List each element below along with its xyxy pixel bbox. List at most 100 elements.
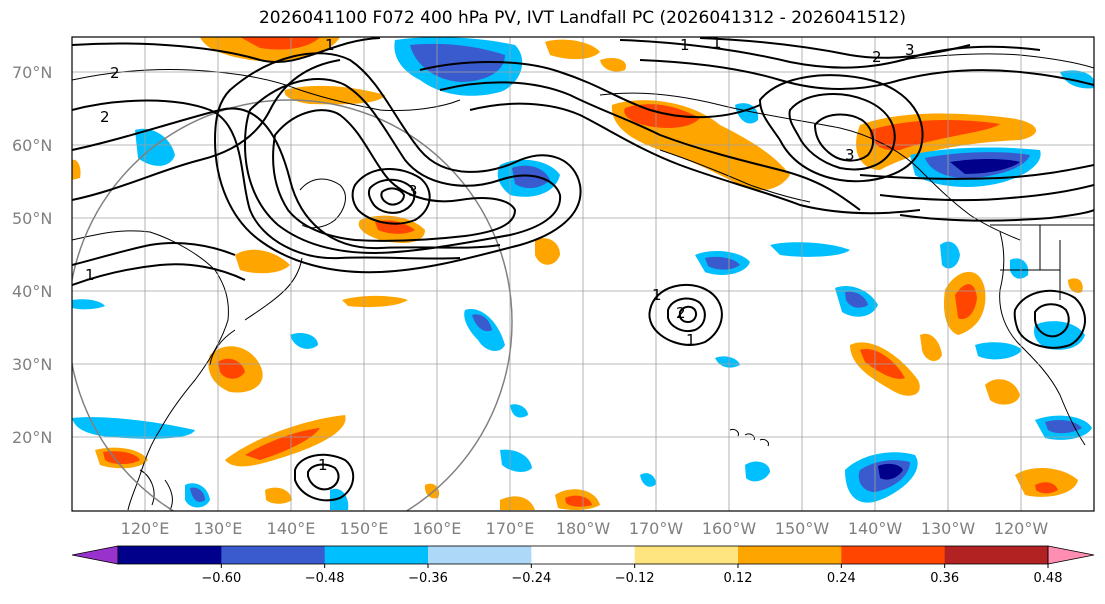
pos-anomaly-socal <box>1068 278 1083 293</box>
lon-label-130w: 130°W <box>921 519 976 538</box>
colorbar-tick-label: −0.24 <box>511 571 551 586</box>
pv-cutoff-low-inner <box>667 297 706 332</box>
neg-anomaly-gulf-alaska-core <box>950 159 1020 174</box>
pos-anomaly-south-3 <box>265 487 292 504</box>
neg-anomaly-midpac-1-core <box>705 256 740 270</box>
neg-anomaly-south-3 <box>745 461 770 482</box>
us-state-lines <box>1000 225 1061 300</box>
colorbar <box>71 545 1095 565</box>
clabel-8: 2 <box>100 108 110 126</box>
lon-label-120w: 120°W <box>994 519 1049 538</box>
map-content: 1 2 3 1 1 2 3 2 1 3 1 2 1 1 <box>72 36 1094 511</box>
latitude-labels: 70°N 60°N 50°N 40°N 30°N 20°N <box>12 63 52 447</box>
longitude-labels: 120°E 130°E 140°E 150°E 160°E 170°E 180°… <box>121 519 1049 538</box>
pv-contour-4 <box>72 59 341 201</box>
pv-west-2 <box>72 263 246 286</box>
neg-anomaly-south-5-core <box>190 487 205 502</box>
map-title: 2026041100 F072 400 hPa PV, IVT Landfall… <box>258 8 906 28</box>
pos-anomaly-mexico-core <box>1035 482 1058 494</box>
neg-anomaly-south-8 <box>72 299 105 310</box>
pv-cutoff-low-core <box>678 305 698 324</box>
colorbar-segment <box>428 546 532 564</box>
pv-east-1 <box>859 164 1094 180</box>
pv-alaska-low-1 <box>758 74 924 183</box>
pv-contour-3 <box>72 107 501 250</box>
clabel-9: 1 <box>85 266 95 284</box>
neg-anomaly-sw-pacific-1-core <box>878 463 903 480</box>
pv-west-1 <box>72 242 236 266</box>
colorbar-tick-label: 0.12 <box>724 571 753 586</box>
colorbar-tick-label: −0.48 <box>305 571 345 586</box>
pv-low-kamchatka-2 <box>367 178 416 214</box>
pv-polar-1 <box>619 39 1041 69</box>
clabel-3: 3 <box>408 182 418 200</box>
pos-anomaly-south-1-core <box>565 495 592 507</box>
neg-anomaly-aleutian-east-core <box>512 165 550 189</box>
colorbar-tick-label: 0.36 <box>930 571 959 586</box>
pos-anomaly-okhotsk <box>284 85 385 105</box>
lon-label-170e: 170°E <box>486 519 535 538</box>
colorbar-tick-label: 0.24 <box>827 571 856 586</box>
lon-label-140w: 140°W <box>848 519 903 538</box>
pos-anomaly-east-coast <box>920 333 942 362</box>
pos-anomaly-north-central-2 <box>600 58 626 72</box>
lon-label-120e: 120°E <box>121 519 170 538</box>
pos-anomaly-nw-edge <box>72 159 81 180</box>
colorbar-segment <box>841 546 946 564</box>
pos-anomaly-east-siberia-core <box>240 37 320 50</box>
lon-label-160e: 160°E <box>413 519 462 538</box>
colorbar-segment <box>738 546 842 564</box>
pv-alaska-low-2 <box>788 93 896 171</box>
pv-south-low-inner <box>307 463 340 491</box>
pv-cutoff-low-outer <box>648 283 723 346</box>
pos-anomaly-california-core <box>955 284 977 320</box>
colorbar-segment <box>944 546 1049 564</box>
pv-east-2 <box>879 184 1094 202</box>
hawaii-islands <box>729 429 769 447</box>
clabel-7: 3 <box>905 41 915 59</box>
pos-anomaly-midpac <box>535 238 560 265</box>
clabel-2: 2 <box>110 64 120 82</box>
colorbar-segment <box>324 546 429 564</box>
lon-label-180w: 180°W <box>556 519 611 538</box>
clabel-14: 1 <box>318 456 328 474</box>
colorbar-extend-low <box>71 545 119 565</box>
lon-label-160w: 160°W <box>702 519 757 538</box>
colorbar-tick-label: 0.48 <box>1034 571 1063 586</box>
siberia-coastline <box>72 68 461 111</box>
pos-anomaly-baja <box>985 379 1020 405</box>
pv-alaska-low-3 <box>813 113 875 162</box>
neg-anomaly-midpac-2 <box>770 242 850 257</box>
pv-low-kamchatka-3 <box>380 187 406 206</box>
colorbar-segment <box>221 546 326 564</box>
pv-contour-1 <box>72 37 381 63</box>
pv-east-3 <box>899 209 1094 222</box>
pv-trough-outer <box>213 52 582 274</box>
colorbar-tick-label: −0.36 <box>408 571 448 586</box>
north-america-coastline <box>999 231 1086 446</box>
pos-anomaly-south-2 <box>500 496 535 510</box>
lon-label-130e: 130°E <box>194 519 243 538</box>
neg-anomaly-south-6 <box>510 404 528 418</box>
graticule <box>72 37 1094 511</box>
pv-contour-2 <box>72 99 461 260</box>
neg-anomaly-japan <box>290 333 318 349</box>
pos-anomaly-bering <box>342 295 408 308</box>
pv-east-low-outer <box>1013 289 1087 349</box>
map-frame <box>71 36 1095 512</box>
lon-label-150e: 150°E <box>340 519 389 538</box>
lat-label-50n: 50°N <box>12 209 52 228</box>
colorbar-tick-label: −0.60 <box>201 571 241 586</box>
clabel-6: 2 <box>872 48 882 66</box>
lat-label-60n: 60°N <box>12 136 52 155</box>
negative-anomaly-shading <box>72 37 1094 510</box>
canada-arctic-coast <box>899 53 1094 69</box>
pv-polar-3 <box>699 37 971 59</box>
pos-anomaly-sea-of-japan <box>235 249 290 274</box>
lon-label-170w: 170°W <box>629 519 684 538</box>
clabel-4: 1 <box>680 36 690 54</box>
pv-ridge-north-2 <box>439 81 861 211</box>
neg-anomaly-small-2 <box>330 488 349 510</box>
alaska-coastline <box>599 92 1021 241</box>
